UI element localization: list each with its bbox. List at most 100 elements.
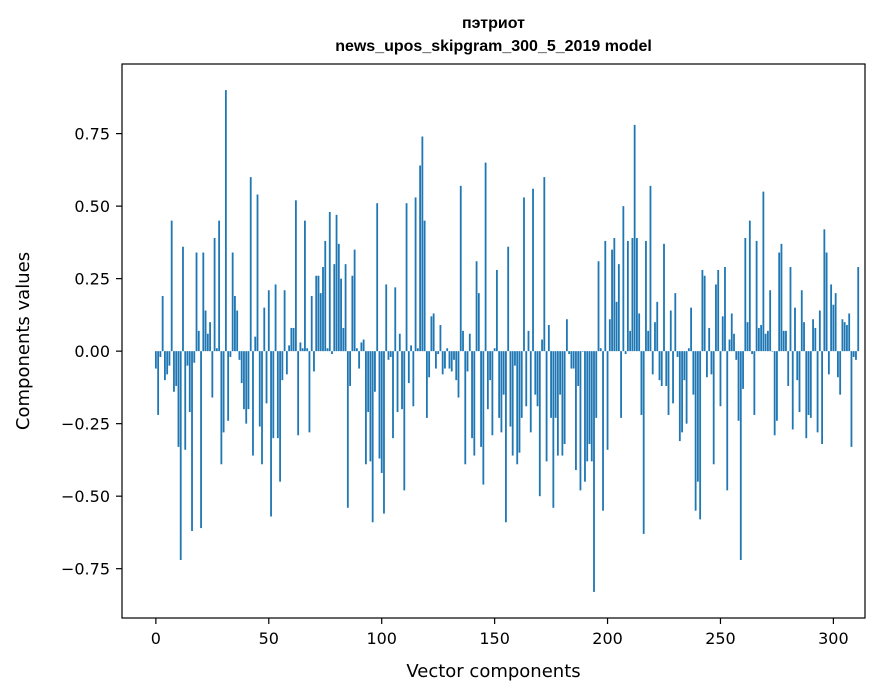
bar-303 — [839, 351, 842, 395]
bar-107 — [396, 351, 399, 413]
bar-269 — [762, 191, 765, 352]
bar-67 — [306, 348, 309, 352]
bar-105 — [392, 351, 394, 439]
bar-70 — [313, 351, 315, 372]
bar-300 — [832, 304, 835, 352]
bar-263 — [748, 220, 751, 352]
bar-159 — [514, 351, 516, 366]
bar-236 — [687, 348, 690, 352]
bar-58 — [285, 351, 288, 375]
bar-19 — [197, 330, 200, 352]
bar-130 — [448, 351, 451, 369]
bar-54 — [276, 351, 279, 439]
bar-173 — [545, 351, 548, 462]
bar-98 — [376, 203, 379, 352]
bar-28 — [218, 220, 221, 352]
bar-15 — [188, 351, 191, 413]
bar-270 — [764, 333, 767, 352]
bar-7 — [170, 220, 173, 352]
bar-224 — [660, 351, 663, 386]
bar-291 — [812, 319, 814, 352]
bar-74 — [322, 267, 324, 352]
bar-38 — [240, 351, 243, 384]
bar-261 — [744, 238, 747, 352]
bar-246 — [710, 351, 713, 375]
x-axis-ticks: 0 50 100 150 200 250 300 — [151, 618, 849, 648]
bar-161 — [518, 351, 521, 453]
bar-53 — [274, 284, 277, 352]
bar-213 — [636, 238, 638, 352]
bar-47 — [261, 351, 263, 465]
bar-178 — [556, 351, 559, 456]
bar-293 — [816, 351, 819, 433]
bar-233 — [681, 351, 683, 433]
bar-160 — [516, 351, 519, 465]
bar-134 — [457, 351, 460, 398]
bar-142 — [475, 261, 478, 352]
bar-184 — [570, 351, 573, 369]
bar-235 — [685, 351, 688, 424]
bar-231 — [676, 351, 679, 357]
bar-162 — [520, 351, 523, 418]
bar-48 — [263, 307, 266, 352]
bar-137 — [464, 351, 467, 465]
bar-209 — [626, 240, 629, 352]
bar-285 — [798, 351, 801, 413]
bar-95 — [369, 351, 372, 462]
bar-278 — [782, 330, 785, 352]
bar-46 — [258, 351, 261, 427]
bar-6 — [168, 351, 171, 366]
bar-51 — [270, 351, 272, 517]
bar-18 — [195, 252, 198, 352]
bar-60 — [290, 327, 293, 352]
bar-78 — [331, 351, 333, 355]
bar-81 — [337, 243, 340, 352]
bar-280 — [787, 351, 790, 386]
bar-251 — [721, 316, 724, 352]
bar-310 — [855, 351, 857, 360]
bar-284 — [796, 351, 799, 381]
bar-106 — [394, 287, 397, 352]
y-tick-label: −0.25 — [61, 415, 110, 434]
bar-8 — [173, 351, 175, 392]
bar-series — [154, 90, 860, 592]
bar-220 — [651, 351, 654, 375]
bar-100 — [380, 351, 383, 473]
bar-198 — [602, 351, 604, 511]
bar-212 — [633, 124, 636, 352]
bar-254 — [728, 339, 731, 352]
bar-147 — [486, 351, 489, 410]
bar-210 — [629, 330, 632, 352]
bar-226 — [665, 351, 668, 386]
bar-286 — [800, 290, 803, 352]
bar-27 — [215, 348, 218, 352]
bar-120 — [425, 351, 428, 418]
bar-85 — [346, 351, 349, 508]
bar-71 — [315, 275, 318, 352]
bar-119 — [423, 220, 426, 352]
bar-68 — [308, 351, 311, 433]
bar-10 — [177, 351, 180, 447]
bar-91 — [360, 342, 363, 352]
bar-41 — [247, 351, 250, 410]
bar-273 — [771, 351, 774, 352]
bar-125 — [437, 351, 440, 355]
bar-49 — [265, 351, 268, 404]
bar-208 — [624, 351, 627, 355]
bar-244 — [706, 351, 708, 378]
bar-230 — [674, 293, 677, 352]
bar-122 — [430, 316, 433, 352]
bar-308 — [850, 351, 853, 447]
bar-118 — [421, 136, 424, 352]
bar-26 — [213, 238, 216, 352]
bar-110 — [403, 351, 406, 491]
y-tick-label: −0.75 — [61, 560, 110, 579]
bar-121 — [428, 351, 431, 378]
bar-216 — [642, 351, 645, 534]
bar-211 — [631, 238, 634, 352]
x-tick-label: 300 — [818, 629, 849, 648]
bar-52 — [272, 351, 275, 439]
bar-195 — [595, 351, 598, 418]
bar-205 — [617, 264, 620, 352]
